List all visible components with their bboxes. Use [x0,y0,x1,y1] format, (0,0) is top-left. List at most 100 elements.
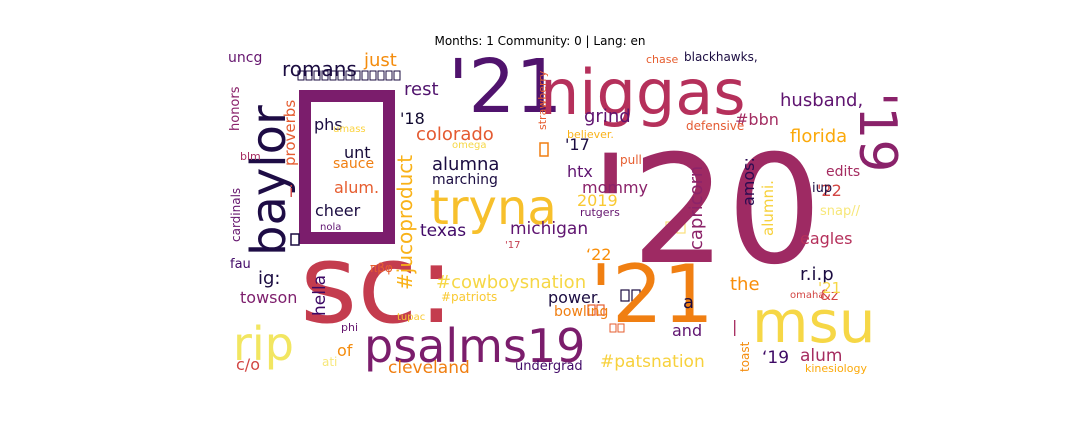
word-29: alumni. [759,180,777,236]
word-15: uncg [228,50,262,66]
glyph-box-mark [676,221,686,234]
glyph-box-mark [617,323,625,333]
word-43: #cowboysnation [436,272,586,293]
word-58: #patsnation [600,352,705,372]
word-6: tryna [430,180,557,236]
word-53: of [337,341,353,360]
word-47: towson [240,288,297,307]
word-44: ig: [258,268,281,289]
word-33: marching [432,172,498,188]
word-82: ati [322,355,337,369]
glyph-box-row [297,70,401,81]
word-63: chase [646,53,678,66]
glyph-box-mark [539,142,549,157]
word-27: capricorn [686,166,707,250]
word-0: '20 [590,124,822,298]
word-48: power. [548,288,601,307]
word-60: undergrad [515,359,583,374]
glyph-box-mark [609,323,617,333]
word-41: eagles [800,229,852,248]
word-59: ‘19 [762,348,789,368]
word-67: blm [240,150,261,163]
glyph-box-mark [620,289,630,302]
word-86: '17 [505,240,520,251]
word-54: and [672,321,702,340]
word-1: sc: [300,220,455,348]
word-74: rutgers [580,206,620,219]
word-4: niggas [540,56,746,129]
word-49: the [730,274,760,295]
word-77: nola [320,222,341,233]
word-70: omega [452,140,487,151]
word-17: grind [584,106,631,127]
word-35: '22 [817,181,842,200]
word-76: snap// [820,204,861,219]
word-20: colorado [416,124,494,145]
glyph-box-mark [631,289,641,302]
word-28: amos: [739,157,758,206]
word-5: baylor [241,105,297,256]
word-61: toast [738,341,752,372]
word-55: alum [800,346,842,366]
word-46: r.i.p [800,264,834,285]
word-39: texas [420,221,466,241]
word-66: honors [228,86,243,131]
word-24: unt [344,143,371,162]
word-80: tupac [397,312,425,323]
glyph-box-mark [596,304,605,316]
word-62: kinesiology [805,362,867,375]
word-79: #patriots [441,290,497,304]
word-37: 2019 [577,191,618,210]
word-56: c/o [236,355,260,374]
word-30: edits [826,164,860,180]
word-65: strawberry [536,70,549,130]
word-50: fau [230,257,251,272]
word-88: | [732,317,737,336]
word-23: proverbs [281,100,299,166]
word-38: cardinals [229,188,243,242]
word-16: '18 [400,109,425,128]
word-3: '21 [448,44,563,130]
word-26: '17 [565,135,590,154]
word-40: michigan [510,219,588,239]
word-7: msu [752,288,875,356]
glyph-box-mark [587,304,596,316]
word-25: alumna [432,154,499,175]
word-9: rip [233,317,294,371]
word-31: alum. [334,178,379,197]
word-64: blackhawks, [684,50,758,64]
word-10: '19 [847,92,907,172]
word-2: '21 [590,248,714,341]
word-13: rest [404,79,439,100]
word-11: romans [282,57,357,81]
word-8: psalms19 [364,319,585,373]
word-34: mommy [582,178,648,197]
word-81: phi [341,321,358,334]
word-87: i [289,182,293,201]
word-19: phs [314,115,343,134]
word-12: just [363,50,397,71]
word-84: &z [820,288,838,304]
word-73: pull [620,153,642,167]
glyph-box-mark [299,90,395,244]
word-52: bowling [554,304,608,320]
word-21: florida [790,126,847,147]
word-68: umass [333,124,366,135]
word-18: #bbn [735,110,779,129]
word-51: a [683,292,694,313]
word-14: husband, [780,90,863,111]
chart-title: Months: 1 Community: 0 | Lang: en [434,34,646,48]
word-83: omaha [790,290,824,301]
word-32: htx [567,162,593,181]
word-85: '21 [818,279,841,297]
word-42: ‘22 [586,245,611,264]
glyph-box-mark [665,221,675,234]
glyph-box-mark [290,233,300,246]
word-75: iup [812,181,832,196]
word-78: πβφ [370,261,393,275]
word-22: #jucoproduct [393,155,417,290]
word-72: sauce [333,156,374,172]
word-71: defensive [686,119,744,133]
word-69: believer. [567,128,614,141]
